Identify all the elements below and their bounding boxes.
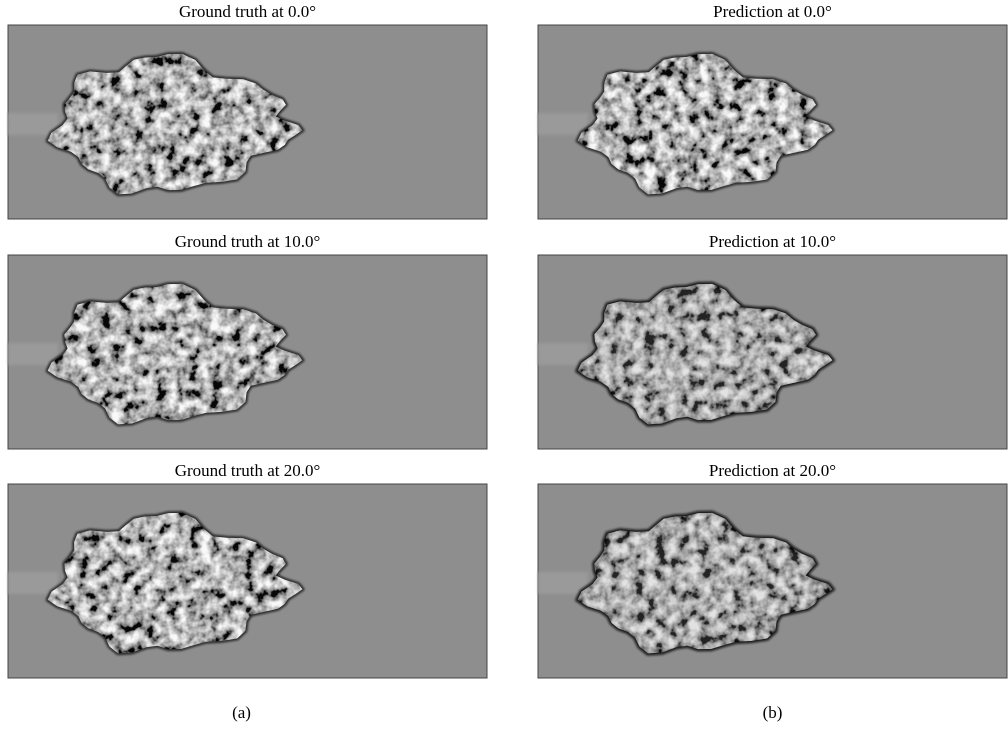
inlet-jet <box>8 113 58 135</box>
inlet-jet <box>8 343 58 365</box>
panel-title: Prediction at 0.0° <box>713 2 832 21</box>
panel: Ground truth at 10.0° <box>7 232 488 450</box>
caption: (a) <box>232 703 251 722</box>
panel-title: Prediction at 10.0° <box>709 232 836 251</box>
panel: Prediction at 0.0° <box>537 2 1008 220</box>
caption: (b) <box>763 703 783 722</box>
panel: Ground truth at 20.0° <box>7 461 488 679</box>
panel: Prediction at 10.0° <box>537 232 1008 450</box>
inlet-jet <box>538 572 588 594</box>
inlet-jet <box>538 113 588 135</box>
plume <box>47 53 303 195</box>
plume <box>577 512 833 654</box>
plume <box>577 283 833 425</box>
panel-title: Ground truth at 20.0° <box>175 461 321 480</box>
inlet-jet <box>538 343 588 365</box>
panel: Prediction at 20.0° <box>537 461 1008 679</box>
panel: Ground truth at 0.0° <box>7 2 488 220</box>
panel-title: Ground truth at 0.0° <box>179 2 316 21</box>
plume <box>47 283 303 425</box>
inlet-jet <box>8 572 58 594</box>
panel-title: Prediction at 20.0° <box>709 461 836 480</box>
panel-title: Ground truth at 10.0° <box>175 232 321 251</box>
plume <box>47 512 303 654</box>
plume <box>577 53 833 195</box>
